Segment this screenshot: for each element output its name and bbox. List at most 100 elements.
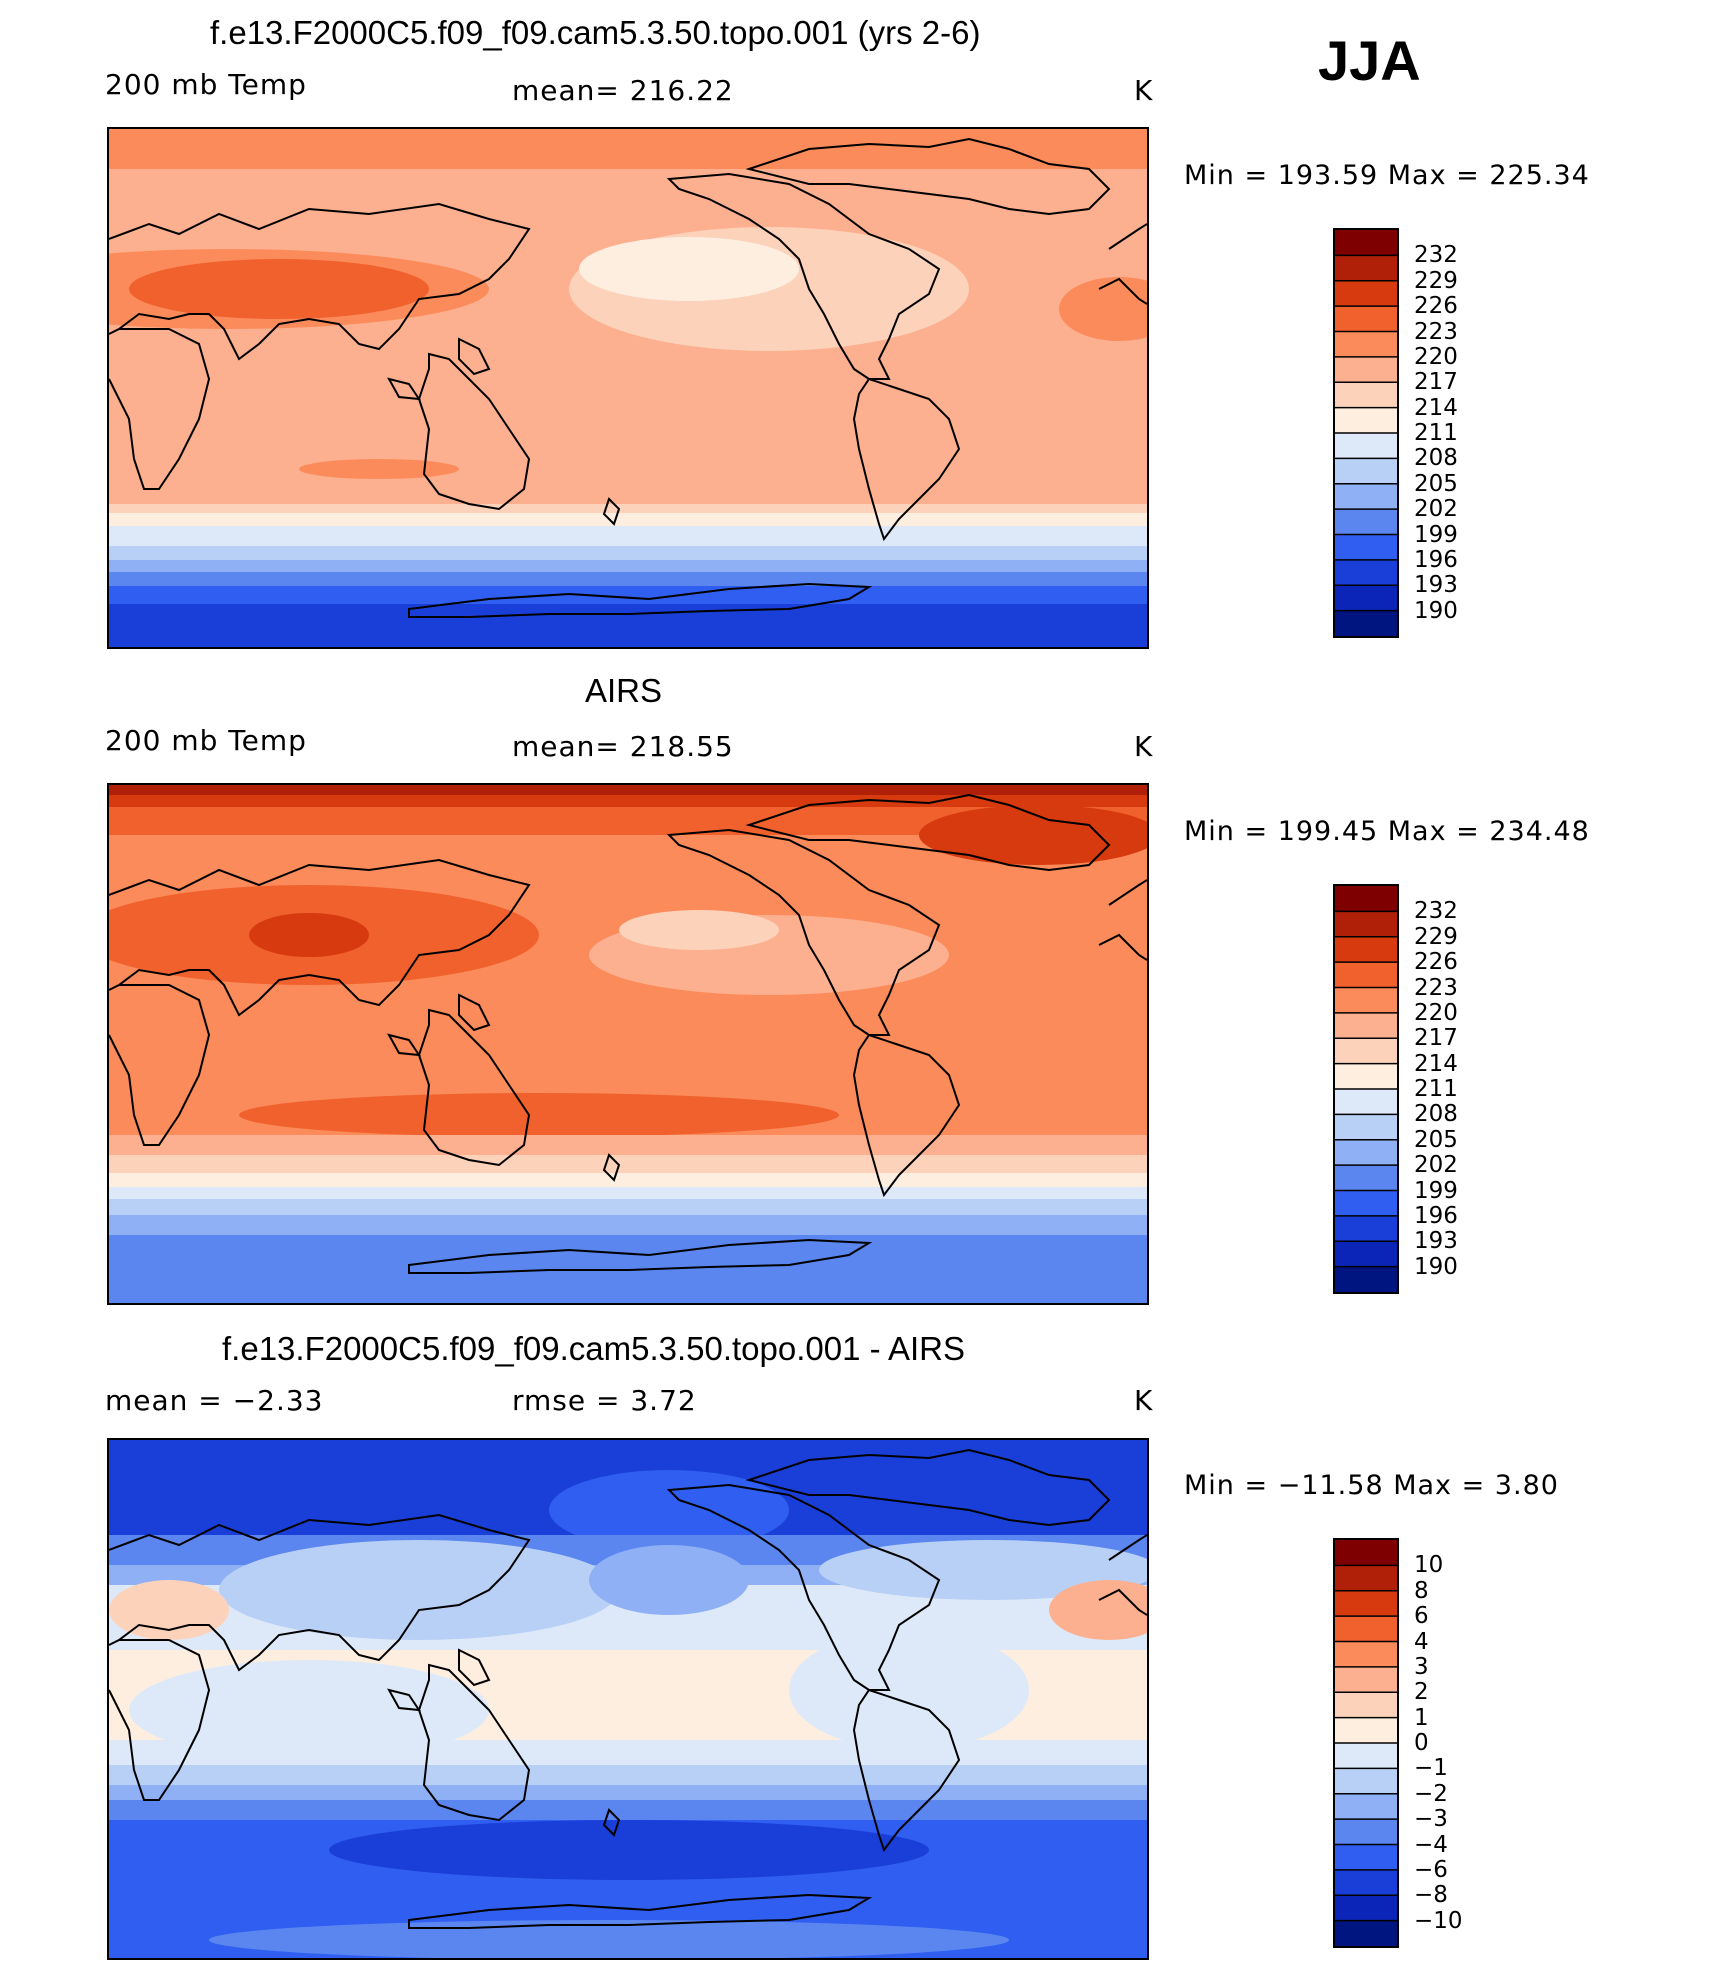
colorbar-swatch [1335,1540,1397,1566]
colorbar-swatch [1335,1869,1397,1896]
colorbar-tick-label: 211 [1414,420,1458,446]
colorbar-tick-label: 6 [1414,1603,1429,1630]
colorbar-tick-label: 3 [1414,1653,1429,1680]
colorbar-swatch [1335,1012,1397,1039]
colorbar-swatch [1335,1895,1397,1922]
colorbar-swatch [1335,255,1397,282]
colorbar-swatch [1335,1666,1397,1693]
colorbar-swatch [1335,1743,1397,1769]
colorbar-swatch [1335,1215,1397,1242]
colorbar-swatch [1335,1063,1397,1090]
colorbar-tick-label: 196 [1414,546,1458,573]
colorbar-tick-label: 190 [1414,1253,1458,1280]
colorbar-tick-label: 214 [1414,394,1458,421]
colorbar-swatch [1335,1844,1397,1871]
colorbar-swatch [1335,1139,1397,1166]
colorbar-swatch [1335,382,1397,409]
colorbar-tick-label: 190 [1414,597,1458,624]
panel-2-colorbar [1333,884,1399,1294]
panel-3-mean-label: mean = −2.33 [105,1384,324,1417]
panel-3-title: f.e13.F2000C5.f09_f09.cam5.3.50.topo.001… [222,1330,965,1367]
panel-1-variable-label: 200 mb Temp [105,68,307,101]
colorbar-swatch [1335,1241,1397,1268]
colorbar-swatch [1335,1266,1397,1292]
colorbar-tick-label: 217 [1414,1025,1458,1052]
colorbar-swatch [1335,483,1397,510]
colorbar-swatch [1335,433,1397,459]
colorbar-swatch [1335,356,1397,383]
colorbar-tick-label: 205 [1414,1126,1458,1153]
colorbar-tick-label: 232 [1414,242,1458,269]
panel-2-variable-label: 200 mb Temp [105,724,307,757]
colorbar-tick-label: 205 [1414,470,1458,497]
colorbar-swatch [1335,962,1397,989]
colorbar-tick-label: 232 [1414,898,1458,925]
colorbar-tick-label: 220 [1414,343,1458,370]
panel-2-title: AIRS [585,672,663,709]
panel-1-minmax: Min = 193.59 Max = 225.34 [1184,160,1590,191]
panel-3-map [107,1438,1149,1960]
panel-3-rmse-label: rmse = 3.72 [512,1384,697,1417]
colorbar-swatch [1335,1038,1397,1065]
colorbar-swatch [1335,331,1397,358]
colorbar-swatch [1335,610,1397,636]
panel-3-units-label: K [1134,1384,1154,1417]
colorbar-swatch [1335,509,1397,536]
colorbar-swatch [1335,230,1397,256]
colorbar-swatch [1335,407,1397,434]
colorbar-tick-label: 10 [1414,1552,1444,1579]
colorbar-tick-label: −6 [1414,1856,1448,1883]
colorbar-tick-label: 1 [1414,1704,1429,1731]
colorbar-tick-label: 220 [1414,999,1458,1026]
colorbar-swatch [1335,585,1397,612]
colorbar-swatch [1335,1590,1397,1617]
colorbar-swatch [1335,458,1397,485]
panel-2-map [107,783,1149,1305]
colorbar-tick-label: 193 [1414,572,1458,599]
colorbar-tick-label: 208 [1414,445,1458,472]
colorbar-tick-label: −4 [1414,1831,1448,1858]
panel-3-minmax: Min = −11.58 Max = 3.80 [1184,1470,1559,1501]
colorbar-swatch [1335,1819,1397,1846]
panel-2-minmax: Min = 199.45 Max = 234.48 [1184,816,1590,847]
colorbar-tick-label: 8 [1414,1577,1429,1604]
colorbar-swatch [1335,911,1397,938]
colorbar-tick-label: 0 [1414,1730,1429,1756]
panel-1-units-label: K [1134,74,1154,107]
colorbar-swatch [1335,1641,1397,1668]
colorbar-swatch [1335,534,1397,561]
colorbar-tick-label: 4 [1414,1628,1429,1655]
colorbar-swatch [1335,1565,1397,1592]
colorbar-tick-label: 223 [1414,318,1458,345]
panel-1-mean-label: mean= 216.22 [512,74,734,107]
colorbar-tick-label: 223 [1414,974,1458,1001]
panel-2-units-label: K [1134,730,1154,763]
colorbar-swatch [1335,306,1397,333]
colorbar-swatch [1335,886,1397,912]
panel-1-map [107,127,1149,649]
colorbar-tick-label: −8 [1414,1882,1448,1909]
colorbar-tick-label: 199 [1414,521,1458,548]
colorbar-tick-label: 193 [1414,1228,1458,1255]
colorbar-swatch [1335,1768,1397,1795]
colorbar-tick-label: 199 [1414,1177,1458,1204]
panel-1-title: f.e13.F2000C5.f09_f09.cam5.3.50.topo.001… [210,14,981,51]
season-label: JJA [1318,29,1421,92]
colorbar-swatch [1335,1692,1397,1719]
panel-1-colorbar [1333,228,1399,638]
colorbar-swatch [1335,280,1397,307]
colorbar-swatch [1335,1190,1397,1217]
colorbar-tick-label: 202 [1414,1152,1458,1179]
colorbar-swatch [1335,1920,1397,1946]
panel-2-mean-label: mean= 218.55 [512,730,734,763]
colorbar-tick-label: −10 [1414,1907,1463,1934]
colorbar-tick-label: −2 [1414,1780,1448,1807]
colorbar-tick-label: 229 [1414,923,1458,950]
colorbar-swatch [1335,559,1397,586]
colorbar-swatch [1335,1717,1397,1744]
colorbar-swatch [1335,1165,1397,1192]
colorbar-tick-label: 211 [1414,1076,1458,1102]
colorbar-tick-label: 196 [1414,1202,1458,1229]
colorbar-tick-label: 226 [1414,949,1458,976]
colorbar-swatch [1335,1114,1397,1141]
